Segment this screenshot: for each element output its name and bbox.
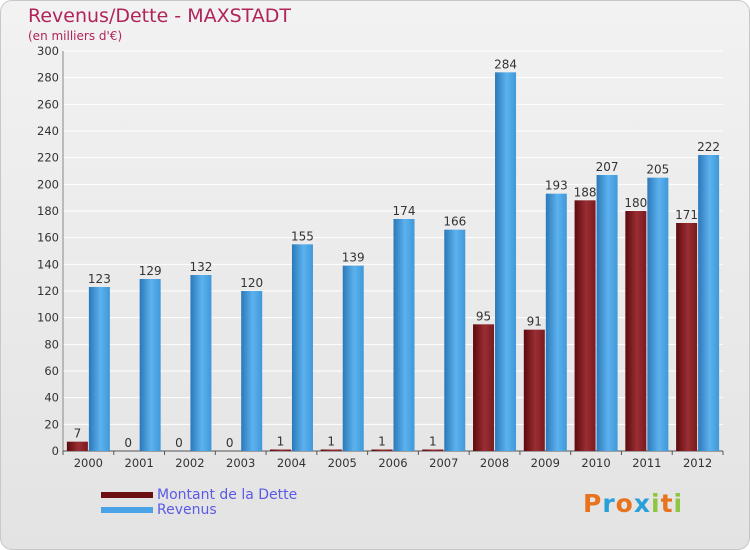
chart-subtitle: (en milliers d'€) bbox=[28, 29, 123, 43]
data-label-dette: 0 bbox=[226, 436, 234, 450]
data-label-revenus: 129 bbox=[139, 264, 162, 278]
legend-item-revenus: Revenus bbox=[101, 501, 297, 518]
bar-dette bbox=[371, 449, 393, 451]
bar-revenus bbox=[393, 219, 415, 451]
logo-letter: i bbox=[651, 489, 661, 518]
data-label-revenus: 222 bbox=[697, 140, 720, 154]
bar-revenus bbox=[190, 275, 212, 451]
y-tick-label: 80 bbox=[44, 337, 59, 351]
y-tick-label: 140 bbox=[37, 257, 59, 271]
proxiti-logo: Proxiti bbox=[583, 489, 683, 518]
data-label-dette: 180 bbox=[624, 196, 647, 210]
x-tick-label: 2010 bbox=[581, 456, 610, 470]
bar-dette bbox=[676, 223, 698, 451]
y-tick-label: 240 bbox=[37, 124, 59, 138]
data-label-revenus: 205 bbox=[646, 163, 669, 177]
x-tick-label: 2012 bbox=[683, 456, 712, 470]
bar-revenus bbox=[342, 265, 364, 451]
logo-letter: x bbox=[633, 489, 651, 518]
logo-letter: t bbox=[660, 489, 674, 518]
chart-legend: Montant de la Dette Revenus bbox=[101, 486, 298, 518]
y-tick-label: 120 bbox=[37, 284, 59, 298]
y-tick-label: 100 bbox=[37, 311, 59, 325]
bar-revenus bbox=[444, 229, 466, 451]
data-label-dette: 0 bbox=[124, 436, 132, 450]
bar-dette bbox=[66, 441, 88, 451]
chart-title: Revenus/Dette - MAXSTADT bbox=[28, 5, 292, 27]
y-tick-label: 40 bbox=[44, 391, 59, 405]
data-label-revenus: 123 bbox=[88, 272, 111, 286]
bar-revenus bbox=[495, 72, 517, 451]
x-tick-label: 2001 bbox=[125, 456, 154, 470]
y-tick-label: 180 bbox=[37, 204, 59, 218]
x-tick-label: 2011 bbox=[632, 456, 661, 470]
legend-item-dette: Montant de la Dette bbox=[101, 486, 298, 503]
data-label-dette: 91 bbox=[527, 315, 542, 329]
x-tick-label: 2005 bbox=[328, 456, 357, 470]
bar-revenus bbox=[241, 291, 263, 451]
legend-swatch-revenus bbox=[101, 506, 153, 513]
legend-label-revenus: Revenus bbox=[157, 501, 217, 518]
bar-dette bbox=[625, 211, 647, 451]
data-label-dette: 7 bbox=[74, 427, 82, 441]
data-label-revenus: 193 bbox=[545, 179, 568, 193]
data-label-revenus: 120 bbox=[240, 276, 263, 290]
bar-dette bbox=[574, 200, 596, 451]
bar-revenus bbox=[139, 279, 161, 451]
bar-revenus bbox=[647, 177, 669, 451]
logo-letter: P bbox=[583, 489, 603, 518]
data-label-revenus: 132 bbox=[189, 260, 212, 274]
data-label-revenus: 155 bbox=[291, 229, 314, 243]
bar-dette bbox=[269, 449, 291, 451]
y-tick-label: 280 bbox=[37, 71, 59, 85]
y-tick-label: 200 bbox=[37, 177, 59, 191]
data-label-revenus: 207 bbox=[596, 160, 619, 174]
y-tick-label: 260 bbox=[37, 97, 59, 111]
bar-dette bbox=[320, 449, 342, 451]
logo-letter: o bbox=[615, 489, 634, 518]
data-label-dette: 171 bbox=[675, 208, 698, 222]
x-tick-label: 2008 bbox=[480, 456, 509, 470]
data-label-dette: 0 bbox=[175, 436, 183, 450]
y-tick-label: 0 bbox=[52, 444, 59, 458]
y-tick-label: 60 bbox=[44, 364, 59, 378]
x-tick-label: 2003 bbox=[226, 456, 255, 470]
bar-revenus bbox=[291, 244, 313, 451]
legend-swatch-dette bbox=[101, 491, 153, 498]
bar-revenus bbox=[88, 287, 110, 451]
bar-dette bbox=[523, 329, 545, 451]
data-label-revenus: 166 bbox=[443, 215, 466, 229]
data-label-dette: 1 bbox=[327, 435, 335, 449]
data-label-dette: 95 bbox=[476, 309, 491, 323]
legend-label-dette: Montant de la Dette bbox=[157, 486, 298, 503]
logo-letter: r bbox=[602, 489, 616, 518]
y-tick-label: 20 bbox=[44, 417, 59, 431]
bar-revenus bbox=[596, 175, 618, 451]
bar-dette bbox=[473, 324, 495, 451]
x-tick-label: 2004 bbox=[277, 456, 306, 470]
x-tick-label: 2007 bbox=[429, 456, 458, 470]
x-tick-label: 2002 bbox=[175, 456, 204, 470]
y-tick-label: 160 bbox=[37, 231, 59, 245]
logo-letter: i bbox=[673, 489, 684, 518]
data-label-dette: 1 bbox=[378, 435, 386, 449]
data-label-dette: 188 bbox=[574, 185, 597, 199]
y-tick-label: 300 bbox=[37, 44, 59, 58]
data-label-revenus: 174 bbox=[393, 204, 416, 218]
x-tick-label: 2000 bbox=[74, 456, 103, 470]
data-label-dette: 1 bbox=[429, 435, 437, 449]
data-label-revenus: 284 bbox=[494, 57, 517, 71]
x-tick-label: 2009 bbox=[531, 456, 560, 470]
bar-revenus bbox=[698, 155, 720, 451]
y-tick-label: 220 bbox=[37, 151, 59, 165]
data-label-dette: 1 bbox=[277, 435, 285, 449]
bar-revenus bbox=[545, 193, 567, 451]
x-tick-label: 2006 bbox=[378, 456, 407, 470]
bar-dette bbox=[422, 449, 444, 451]
data-label-revenus: 139 bbox=[342, 251, 365, 265]
